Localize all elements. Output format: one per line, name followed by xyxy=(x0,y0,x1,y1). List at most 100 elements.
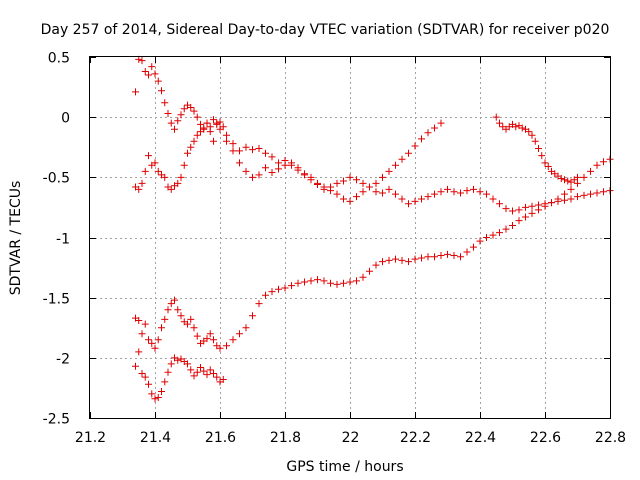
data-point xyxy=(145,71,152,79)
data-point xyxy=(148,339,156,347)
data-point xyxy=(174,117,182,125)
data-point xyxy=(288,282,295,290)
data-point xyxy=(206,366,214,374)
data-point xyxy=(223,137,230,145)
data-point xyxy=(444,250,451,258)
y-tick-label: 0 xyxy=(61,111,70,127)
y-tick-label: -1 xyxy=(56,232,70,248)
data-point xyxy=(187,104,195,112)
data-point xyxy=(411,142,419,150)
chart-title: Day 257 of 2014, Sidereal Day-to-day VTE… xyxy=(41,22,610,38)
data-point xyxy=(405,149,412,157)
data-point xyxy=(580,191,588,199)
data-point xyxy=(190,137,198,145)
data-point xyxy=(223,342,230,350)
data-point xyxy=(518,124,526,132)
data-point xyxy=(174,356,182,364)
data-point xyxy=(164,110,172,118)
data-point xyxy=(353,277,360,285)
data-point xyxy=(327,183,334,191)
data-point xyxy=(242,143,250,151)
data-point xyxy=(255,144,263,152)
data-point xyxy=(476,237,484,245)
data-point xyxy=(190,107,198,115)
x-tick-label: 22.4 xyxy=(465,430,496,446)
data-point xyxy=(525,128,533,136)
data-point xyxy=(346,197,354,205)
data-point xyxy=(496,200,503,208)
data-point xyxy=(431,190,438,198)
data-point xyxy=(320,277,328,285)
data-point xyxy=(405,258,412,266)
data-point xyxy=(379,189,386,197)
data-point xyxy=(411,255,419,263)
x-tick-label: 21.8 xyxy=(270,430,301,446)
data-point xyxy=(219,375,227,383)
data-point xyxy=(522,203,529,211)
data-point xyxy=(288,159,295,167)
data-point xyxy=(138,57,146,65)
data-point xyxy=(541,202,549,210)
data-point xyxy=(141,67,149,75)
data-point xyxy=(203,335,211,343)
axis-tick-labels: 21.2 21.4 21.6 21.8 22 22.2 22.4 22.6 22.8 -2.5 -2… xyxy=(43,51,626,447)
data-point xyxy=(148,63,156,71)
data-point xyxy=(141,167,149,175)
data-point xyxy=(138,369,146,377)
x-tick-label: 21.2 xyxy=(75,430,106,446)
data-point xyxy=(372,188,380,196)
data-point xyxy=(229,140,237,148)
data-point xyxy=(600,158,607,166)
data-point xyxy=(158,388,165,396)
data-point xyxy=(154,77,162,85)
data-point xyxy=(236,147,243,155)
data-point xyxy=(145,336,152,344)
data-point xyxy=(268,288,276,296)
data-point xyxy=(593,161,601,169)
x-tick-label: 21.6 xyxy=(205,430,236,446)
data-point xyxy=(333,280,341,288)
data-point xyxy=(502,205,510,213)
grid xyxy=(90,57,610,418)
data-point xyxy=(145,380,152,388)
data-point xyxy=(180,161,188,169)
data-point xyxy=(255,300,263,308)
data-point xyxy=(366,267,373,275)
data-point xyxy=(216,118,224,126)
data-point xyxy=(593,189,601,197)
data-point xyxy=(206,330,214,338)
data-point xyxy=(509,221,516,229)
data-point xyxy=(161,173,169,181)
data-point xyxy=(496,119,503,127)
data-point xyxy=(158,87,165,95)
series-e xyxy=(492,113,581,186)
data-point xyxy=(418,254,425,262)
data-point xyxy=(333,179,341,187)
data-series xyxy=(132,55,614,403)
data-point xyxy=(138,179,146,187)
data-point xyxy=(587,190,594,198)
x-tick-label: 22.6 xyxy=(530,430,561,446)
data-point xyxy=(249,312,256,320)
data-point xyxy=(418,195,425,203)
data-point xyxy=(177,111,185,119)
data-point xyxy=(398,195,406,203)
data-point xyxy=(294,279,302,287)
data-point xyxy=(184,320,191,328)
x-tick-label: 22.2 xyxy=(400,430,431,446)
data-point xyxy=(557,175,565,183)
data-point xyxy=(359,188,367,196)
data-point xyxy=(398,256,406,264)
data-point xyxy=(151,70,159,78)
data-point xyxy=(509,207,516,215)
data-point xyxy=(314,276,321,284)
data-point xyxy=(372,261,380,269)
data-point xyxy=(392,190,399,198)
data-point xyxy=(148,390,156,398)
data-point xyxy=(171,296,178,304)
data-point xyxy=(135,317,143,325)
data-point xyxy=(184,360,191,368)
data-point xyxy=(249,146,256,154)
